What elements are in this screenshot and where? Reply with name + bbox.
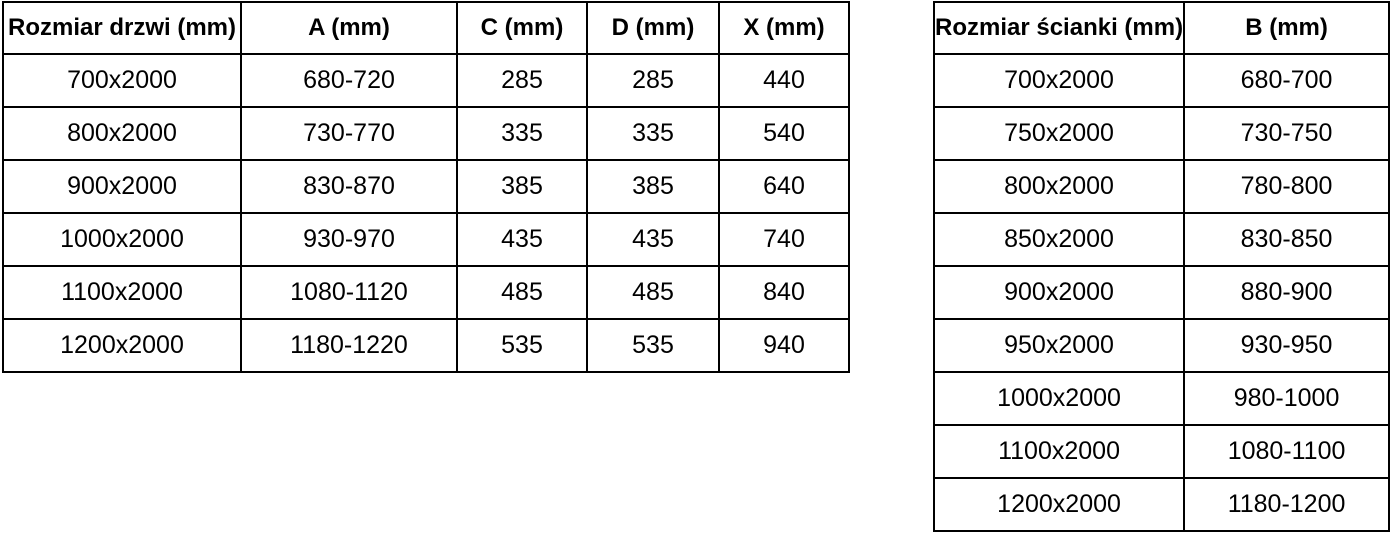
table-row: 900x2000 880-900 <box>932 265 1390 320</box>
table-cell: 680-700 <box>1183 53 1390 108</box>
table-row: 1200x2000 1180-1220 535 535 940 <box>2 318 850 373</box>
table-cell: 1100x2000 <box>932 424 1186 479</box>
table-cell: 850x2000 <box>932 212 1186 267</box>
table-cell: 385 <box>586 159 720 214</box>
table-cell: 900x2000 <box>2 159 242 214</box>
table-cell: 700x2000 <box>2 53 242 108</box>
table-cell: 640 <box>718 159 850 214</box>
table-row: 1100x2000 1080-1120 485 485 840 <box>2 265 850 320</box>
door-dimensions-table: Rozmiar drzwi (mm) A (mm) C (mm) D (mm) X (m… <box>2 1 850 373</box>
table-cell: 700x2000 <box>932 53 1186 108</box>
column-header: D (mm) <box>586 1 720 55</box>
table-cell: 285 <box>586 53 720 108</box>
table-cell: 930-970 <box>240 212 458 267</box>
table-cell: 930-950 <box>1183 318 1390 373</box>
table-row: 1200x2000 1180-1200 <box>932 477 1390 532</box>
table-row: 1100x2000 1080-1100 <box>932 424 1390 479</box>
header-row: Rozmiar drzwi (mm) A (mm) C (mm) D (mm) X (m… <box>2 1 850 55</box>
table-cell: 335 <box>586 106 720 161</box>
table-cell: 535 <box>586 318 720 373</box>
column-header: Rozmiar ścianki (mm) <box>932 1 1186 55</box>
table-cell: 1000x2000 <box>932 371 1186 426</box>
table-cell: 285 <box>456 53 588 108</box>
table-row: 800x2000 780-800 <box>932 159 1390 214</box>
table-cell: 830-870 <box>240 159 458 214</box>
table-cell: 440 <box>718 53 850 108</box>
table-cell: 800x2000 <box>2 106 242 161</box>
table-cell: 435 <box>456 212 588 267</box>
table-cell: 940 <box>718 318 850 373</box>
table-cell: 830-850 <box>1183 212 1390 267</box>
table-cell: 540 <box>718 106 850 161</box>
header-row: Rozmiar ścianki (mm) B (mm) <box>932 1 1390 55</box>
column-header: Rozmiar drzwi (mm) <box>2 1 242 55</box>
table-cell: 880-900 <box>1183 265 1390 320</box>
wall-panel-dimensions-table: Rozmiar ścianki (mm) B (mm) 700x2000 680-70… <box>932 1 1390 532</box>
table-cell: 840 <box>718 265 850 320</box>
table-row: 950x2000 930-950 <box>932 318 1390 373</box>
table-cell: 1100x2000 <box>2 265 242 320</box>
table-cell: 485 <box>456 265 588 320</box>
table-cell: 950x2000 <box>932 318 1186 373</box>
table-cell: 730-750 <box>1183 106 1390 161</box>
table-cell: 1200x2000 <box>2 318 242 373</box>
table-row: 1000x2000 980-1000 <box>932 371 1390 426</box>
table-row: 750x2000 730-750 <box>932 106 1390 161</box>
table-cell: 980-1000 <box>1183 371 1390 426</box>
table-row: 850x2000 830-850 <box>932 212 1390 267</box>
table-row: 800x2000 730-770 335 335 540 <box>2 106 850 161</box>
table-cell: 730-770 <box>240 106 458 161</box>
table-row: 700x2000 680-720 285 285 440 <box>2 53 850 108</box>
table-row: 700x2000 680-700 <box>932 53 1390 108</box>
table-cell: 680-720 <box>240 53 458 108</box>
table-cell: 335 <box>456 106 588 161</box>
column-header: B (mm) <box>1183 1 1390 55</box>
table-cell: 1180-1200 <box>1183 477 1390 532</box>
table-cell: 1080-1100 <box>1183 424 1390 479</box>
table-cell: 435 <box>586 212 720 267</box>
column-header: A (mm) <box>240 1 458 55</box>
table-cell: 1200x2000 <box>932 477 1186 532</box>
table-cell: 1000x2000 <box>2 212 242 267</box>
table-cell: 800x2000 <box>932 159 1186 214</box>
table-row: 900x2000 830-870 385 385 640 <box>2 159 850 214</box>
table-cell: 1080-1120 <box>240 265 458 320</box>
table-cell: 1180-1220 <box>240 318 458 373</box>
table-cell: 750x2000 <box>932 106 1186 161</box>
table-cell: 485 <box>586 265 720 320</box>
table-cell: 740 <box>718 212 850 267</box>
table-row: 1000x2000 930-970 435 435 740 <box>2 212 850 267</box>
table-cell: 900x2000 <box>932 265 1186 320</box>
table-cell: 385 <box>456 159 588 214</box>
column-header: C (mm) <box>456 1 588 55</box>
column-header: X (mm) <box>718 1 850 55</box>
table-cell: 535 <box>456 318 588 373</box>
table-cell: 780-800 <box>1183 159 1390 214</box>
